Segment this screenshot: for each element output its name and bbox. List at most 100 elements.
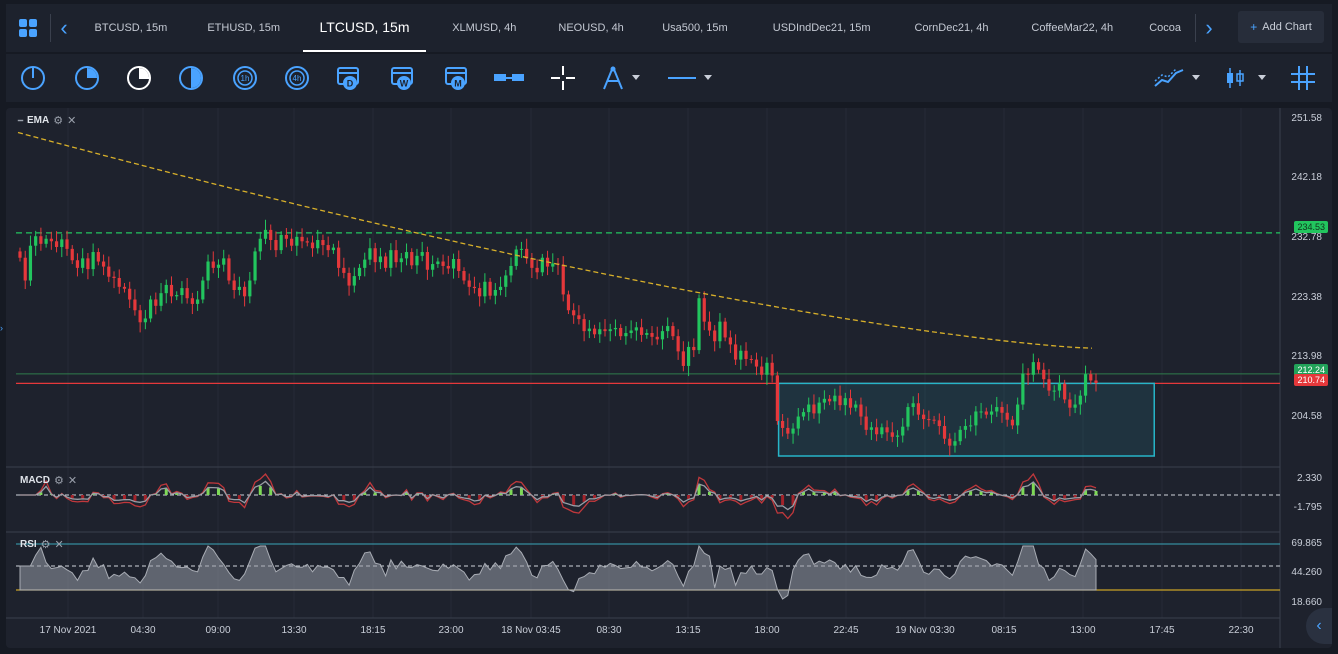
candle-body [28,245,33,281]
tab-chart[interactable]: CoffeeMar22, 4h [1031,22,1114,34]
tab-chart[interactable]: XLMUSD, 4h [452,22,517,34]
timeframe-1m-icon[interactable] [18,63,48,93]
time-axis-label: 13:30 [281,625,307,636]
tab-chart[interactable]: Cocoa [1149,22,1181,34]
candle-body [305,241,309,243]
grid-toggle-icon[interactable] [1288,63,1318,93]
macd-histogram-bar [718,495,722,500]
time-axis-label: 17:45 [1149,625,1175,636]
macd-histogram-bar [540,495,544,497]
candle-body [817,402,821,414]
calendar-month-icon[interactable]: M [442,63,472,93]
chart-type-dropdown-icon[interactable] [1254,63,1270,93]
layout-grid-icon[interactable] [6,4,50,52]
timeframe-45m-icon[interactable] [176,63,206,93]
indicators-dropdown-icon[interactable] [1188,63,1204,93]
calendar-day-icon[interactable]: D [334,63,364,93]
macd-histogram-bar [687,495,691,499]
timeframe-1h-icon[interactable]: 1h [230,63,260,93]
timeframe-4h-icon[interactable]: 4h [282,63,312,93]
candle-body [890,432,894,437]
drawing-tool-dropdown-icon[interactable] [628,63,644,93]
tabs-scroll-left-icon[interactable]: ‹ [60,15,68,40]
macd-histogram-bar [854,495,858,497]
calendar-month-letter: M [454,79,462,89]
gear-icon[interactable]: ⚙ [40,539,51,551]
candle-body [770,362,774,376]
tab-chart[interactable]: Usa500, 15m [662,22,728,34]
close-icon[interactable]: ✕ [67,475,78,487]
tab-chart[interactable]: BTCUSD, 15m [94,22,168,34]
macd-histogram-bar [1010,495,1014,498]
macd-histogram-bar [791,495,795,506]
candle-body [404,252,409,259]
candle-body [128,288,132,300]
macd-histogram-bar [269,487,273,495]
macd-indicator-label: MACD ⚙ ✕ [20,474,77,487]
gear-icon[interactable]: ⚙ [53,115,64,127]
candle-body [269,229,273,241]
drawing-tool-icon[interactable] [598,63,628,93]
candle-body [159,293,163,306]
candle-body [519,248,524,250]
candle-body [733,344,738,360]
close-icon[interactable]: ✕ [54,539,64,551]
candle-body [942,426,947,439]
candle-body [169,284,174,297]
tab-chart[interactable]: NEOUSD, 4h [558,22,624,34]
macd-histogram-bar [499,493,503,495]
expand-left-icon[interactable]: › [0,323,3,333]
candle-body [796,416,800,429]
line-style-dropdown-icon[interactable] [700,63,716,93]
last-price-red-badge: 210.74 [1294,374,1328,386]
candle-body [60,239,64,247]
chart-area[interactable]: ⎯ EMA ⚙ ✕ MACD ⚙ ✕ RSI ⚙ ✕ 251.58 242.18… [6,108,1332,648]
tab-chart[interactable]: ETHUSD, 15m [207,22,281,34]
macd-histogram-bar [143,495,147,501]
indicators-icon[interactable] [1152,63,1186,93]
candle-body [34,236,38,246]
tabs-scroll-right-icon[interactable]: › [1205,15,1213,40]
tab-bar: ‹ BTCUSD, 15m ETHUSD, 15m LTCUSD, 15m XLMUS… [6,4,1332,52]
macd-histogram-bar [875,495,879,501]
candle-body [1078,395,1082,405]
candle-body [927,419,931,421]
gear-icon[interactable]: ⚙ [54,475,64,487]
candle-body [608,329,612,332]
close-icon[interactable]: ✕ [67,115,77,127]
candle-body [54,241,59,247]
tab-chart[interactable]: CornDec21, 4h [914,22,989,34]
collapse-panel-icon[interactable]: ‹ [1306,608,1332,644]
candle-body [457,258,461,272]
candle-body [112,276,116,278]
candle-body [483,281,487,297]
timeframe-15m-icon[interactable] [72,63,102,93]
add-chart-button[interactable]: + Add Chart [1238,11,1324,43]
candle-body [504,275,508,287]
candle-body [744,350,748,359]
calendar-week-letter: W [400,79,409,89]
macd-histogram-bar [164,488,168,495]
chart-canvas[interactable] [6,108,1332,648]
tab-chart[interactable]: USDIndDec21, 15m [772,22,871,34]
line-style-icon[interactable] [666,63,698,93]
candle-body [655,336,659,340]
candle-body [639,327,644,335]
crosshair-icon[interactable] [548,63,578,93]
hour-1-letter: 1h [241,74,250,83]
candle-body [681,351,685,366]
measure-icon[interactable] [492,63,526,93]
macd-histogram-bar [697,484,701,495]
candlestick-type-icon[interactable] [1220,63,1250,93]
candle-body [394,250,398,263]
candle-body [431,264,435,270]
calendar-week-icon[interactable]: W [388,63,418,93]
timeframe-30m-icon[interactable] [124,63,154,93]
candle-body [1031,362,1035,375]
macd-histogram-bar [812,492,816,495]
tab-chart[interactable]: LTCUSD, 15m [302,4,427,52]
candle-body [551,263,555,267]
resistance-price-badge: 234.53 [1294,221,1328,233]
candle-body [1010,419,1015,426]
macd-histogram-bar [425,495,429,499]
